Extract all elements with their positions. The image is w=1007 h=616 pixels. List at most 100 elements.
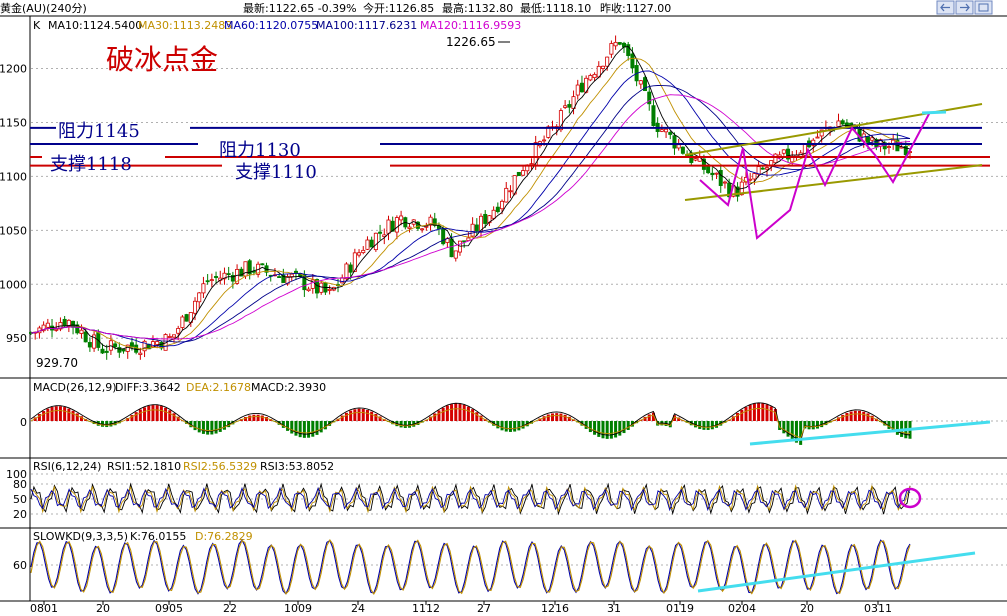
candle-body: [117, 347, 122, 353]
candle-body: [760, 167, 765, 170]
candle-body: [819, 129, 824, 137]
nav-next-button[interactable]: [955, 0, 974, 15]
candle-body: [62, 318, 67, 326]
candle-body: [205, 280, 210, 283]
nav-fit-button[interactable]: [974, 0, 993, 15]
candle-body: [104, 350, 109, 353]
kd-cyan-trendline: [697, 551, 976, 593]
resistance-1145-label: 阻力1145: [58, 121, 140, 142]
candle-body: [508, 190, 513, 193]
candle-body: [327, 288, 332, 291]
candle-body: [466, 237, 471, 241]
x-tick-20: 20: [96, 602, 110, 615]
low-price: 最低:1118.10: [520, 2, 591, 15]
candle-body: [348, 264, 353, 273]
candle-body: [638, 80, 643, 85]
trough-label: 929.70: [36, 356, 78, 370]
candle-body: [54, 328, 59, 331]
candle-body: [260, 263, 265, 266]
candle-body: [150, 341, 155, 348]
x-tick-1216: 1216: [541, 602, 569, 615]
macd-legend-item: DEA:2.1678: [186, 381, 251, 394]
price-grid: 950 1000 1050 1100 1150 1200: [0, 63, 1007, 345]
rsi-circle-marker: [898, 487, 922, 509]
candle-body: [676, 144, 681, 149]
candle-body: [840, 120, 845, 125]
candle-body: [180, 316, 185, 328]
ma30-line: [30, 57, 911, 350]
candle-body: [121, 348, 126, 352]
candle-body: [226, 273, 231, 275]
candle-body: [516, 171, 521, 177]
peak-label: 1226.65: [446, 35, 496, 49]
ma120-line: [30, 94, 911, 340]
candle-body: [773, 153, 778, 164]
candle-body: [643, 77, 648, 92]
candle-body: [45, 322, 50, 328]
candle-body: [609, 43, 614, 55]
candle-body: [470, 223, 475, 237]
kd-d-line: [30, 538, 911, 596]
moving-averages: [30, 46, 911, 351]
x-tick-22: 22: [223, 602, 237, 615]
candle-body: [786, 148, 791, 160]
x-tick-0119: 0119: [666, 602, 694, 615]
candle-body: [243, 261, 248, 277]
candle-body: [66, 319, 71, 327]
y-tick-1050: 1050: [0, 224, 27, 237]
candle-body: [319, 282, 324, 293]
macd-cyan-trendline: [749, 420, 991, 446]
nav-prev-button[interactable]: [936, 0, 955, 15]
arrow-right-icon: [960, 3, 970, 12]
panel-frames: [0, 15, 1007, 602]
ma60-line: [30, 70, 911, 348]
kd-legend-item: K:76.0155: [130, 530, 186, 543]
candle-body: [542, 139, 547, 142]
x-tick-0801: 0801: [30, 602, 58, 615]
prev-close-price: 昨收:1127.00: [600, 1, 671, 15]
candle-body: [87, 342, 92, 348]
fit-icon: [978, 3, 989, 12]
x-tick-0905: 0905: [155, 602, 183, 615]
candle-body: [361, 249, 366, 254]
wave-pattern: [699, 110, 947, 240]
candle-body: [722, 181, 727, 184]
candle-body: [836, 120, 841, 127]
wave-line: [699, 111, 931, 240]
rsi-tick-50: 50: [13, 493, 27, 506]
x-tick-27: 27: [477, 602, 491, 615]
candle-body: [129, 342, 134, 348]
projection-cyan-line: [921, 110, 947, 115]
candle-body: [765, 167, 770, 170]
candle-body: [277, 276, 282, 279]
support-1118-label: 支撑1118: [50, 154, 132, 175]
candle-body: [71, 320, 76, 328]
latest-price: 最新:1122.65 -0.39%: [243, 1, 357, 15]
rsi-legend: RSI(6,12,24) RSI1:52.1810 RSI2:56.5329 RSI3…: [33, 460, 334, 473]
candle-body: [710, 172, 715, 176]
candle-body: [600, 65, 605, 69]
candle-body: [781, 149, 786, 154]
candle-body: [613, 41, 618, 47]
candle-body: [701, 158, 706, 170]
x-tick-31: 31: [607, 602, 621, 615]
candle-body: [289, 273, 294, 277]
x-tick-1009: 1009: [284, 602, 312, 615]
candle-body: [365, 239, 370, 250]
candle-body: [664, 128, 669, 133]
candle-body: [886, 146, 891, 149]
price-legend-item: MA100:1117.6231: [316, 19, 417, 32]
candle-body: [79, 329, 84, 334]
candle-body: [193, 300, 198, 314]
price-legend-item: MA60:1120.0755: [224, 19, 318, 32]
candle-body: [659, 129, 664, 132]
candle-body: [575, 84, 580, 96]
support-resistance-lines: [30, 126, 990, 167]
candle-body: [500, 200, 505, 210]
rsi-tick-100: 100: [6, 468, 27, 481]
price-legend-item: K: [33, 19, 41, 32]
candle-body: [462, 240, 467, 243]
kd-k-line: [30, 539, 911, 595]
candle-body: [844, 122, 849, 127]
candle-body: [693, 158, 698, 161]
